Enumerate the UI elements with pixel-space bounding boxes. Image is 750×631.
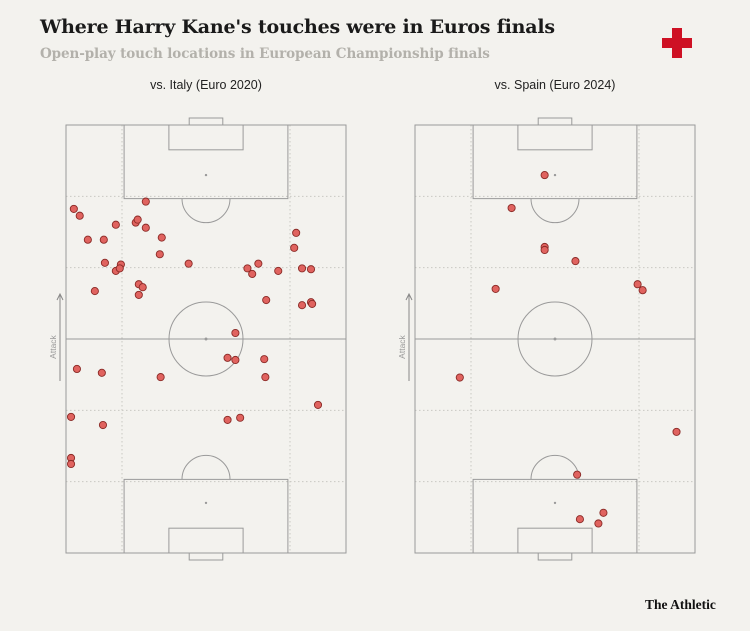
touch-point <box>243 264 252 273</box>
touch-point <box>184 259 193 268</box>
touch-point <box>115 264 124 273</box>
touch-point <box>455 373 464 382</box>
touch-point <box>633 280 642 289</box>
touch-point <box>134 290 143 299</box>
touch-point <box>297 264 307 273</box>
touch-point <box>141 197 150 206</box>
attack-label: Attack <box>48 334 58 358</box>
touch-point <box>111 220 120 229</box>
centre-circle <box>168 301 244 377</box>
touch-point <box>260 355 269 364</box>
touch-point <box>491 284 500 293</box>
touch-point <box>306 265 316 274</box>
goal-area-bottom <box>168 527 244 554</box>
touch-point <box>141 223 150 232</box>
penalty-arc-bottom <box>181 454 231 480</box>
touch-point <box>223 415 232 424</box>
touch-point <box>672 427 681 436</box>
attack-label: Attack <box>397 334 407 358</box>
touch-point <box>261 373 270 382</box>
touch-point <box>66 459 76 469</box>
touch-point <box>274 266 283 275</box>
touch-point <box>98 420 108 430</box>
goal-bottom <box>537 552 573 561</box>
touch-point <box>138 283 147 292</box>
touch-point <box>236 413 245 422</box>
penalty-box-top <box>472 124 638 200</box>
touch-point <box>573 470 582 479</box>
up-arrow-head-icon <box>56 292 64 301</box>
touch-point <box>292 228 301 237</box>
up-arrow-head-icon <box>405 292 413 301</box>
touch-point <box>638 286 647 295</box>
centre-spot <box>553 337 557 341</box>
touch-point <box>262 296 271 305</box>
touch-point <box>99 235 108 244</box>
touch-point <box>540 171 549 180</box>
penalty-arc-top <box>181 198 231 224</box>
penalty-spot-bottom <box>204 501 208 505</box>
penalty-arc-top <box>530 198 580 224</box>
pitch-title-spain: vs. Spain (Euro 2024) <box>494 78 616 92</box>
page-title: Where Harry Kane's touches were in Euros… <box>40 16 555 38</box>
touch-point <box>297 301 307 310</box>
pitch-0: Attack <box>48 117 347 561</box>
touch-point <box>248 269 257 278</box>
goal-area-bottom <box>517 527 593 554</box>
touch-point <box>575 515 584 524</box>
england-flag-icon <box>662 28 692 58</box>
touch-point <box>308 299 317 308</box>
goal-area-top <box>517 124 593 151</box>
touch-point <box>100 258 109 267</box>
brand-logo: The Athletic <box>645 597 716 612</box>
touch-point <box>133 215 142 224</box>
goal-top <box>537 117 573 126</box>
penalty-box-bottom <box>472 478 638 554</box>
touch-point <box>594 519 603 528</box>
penalty-box-bottom <box>123 478 289 554</box>
touch-point <box>97 368 106 377</box>
touch-point <box>155 250 164 259</box>
touch-point <box>69 204 78 213</box>
touch-point <box>231 328 240 338</box>
touch-point <box>75 211 84 220</box>
touch-point <box>540 245 549 255</box>
centre-circle <box>517 301 593 377</box>
touch-point <box>507 203 516 213</box>
touch-point <box>66 412 76 421</box>
touch-point <box>223 353 232 362</box>
touch-point <box>157 233 166 242</box>
touch-point <box>231 355 240 365</box>
pitch-title-italy: vs. Italy (Euro 2020) <box>150 78 262 92</box>
penalty-box-top <box>123 124 289 200</box>
touch-point <box>290 243 299 252</box>
penalty-arc-bottom <box>530 454 580 480</box>
touch-point <box>599 508 608 517</box>
touch-point <box>571 257 580 266</box>
pitch-1: Attack <box>397 117 696 561</box>
penalty-spot-top <box>204 173 208 177</box>
goal-bottom <box>188 552 224 561</box>
penalty-spot-bottom <box>553 501 557 505</box>
penalty-spot-top <box>553 173 557 177</box>
page-subtitle: Open-play touch locations in European Ch… <box>40 46 490 62</box>
centre-spot <box>204 337 208 341</box>
touch-point <box>313 400 323 409</box>
touch-point <box>83 235 92 244</box>
goal-area-top <box>168 124 244 151</box>
touch-point <box>254 259 263 268</box>
touch-point <box>156 373 165 382</box>
goal-top <box>188 117 224 126</box>
touch-point <box>72 364 81 374</box>
touch-point <box>90 287 99 296</box>
